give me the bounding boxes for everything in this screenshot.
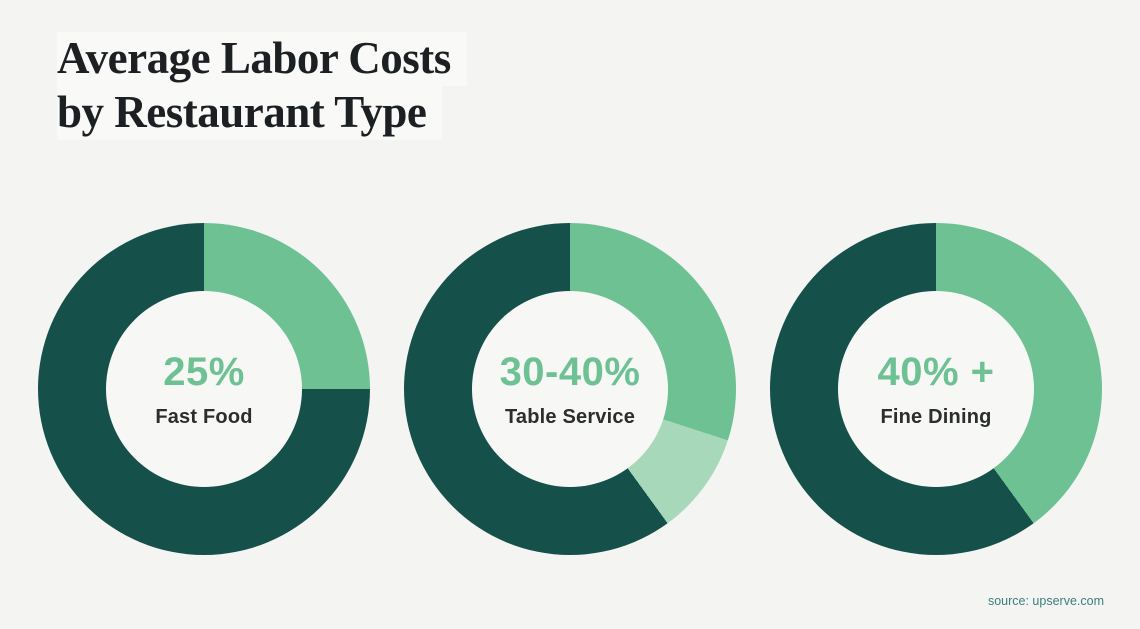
page-title: Average Labor Costs by Restaurant Type	[57, 32, 467, 141]
donut-charts-row: 25% Fast Food 30-40% Table Service 40% +…	[38, 223, 1102, 555]
donut-value: 25%	[163, 349, 245, 394]
donut-chart-table-service: 30-40% Table Service	[404, 223, 736, 555]
page-title-line-1: Average Labor Costs	[57, 32, 467, 87]
donut-hole: 30-40% Table Service	[472, 291, 668, 487]
donut-value: 30-40%	[499, 349, 641, 394]
donut-hole: 40% + Fine Dining	[838, 291, 1034, 487]
donut-label: Fast Food	[155, 405, 253, 428]
donut-label: Fine Dining	[880, 405, 992, 428]
donut-chart-fast-food: 25% Fast Food	[38, 223, 370, 555]
donut-hole: 25% Fast Food	[106, 291, 302, 487]
source-credit: source: upserve.com	[987, 594, 1104, 608]
page-title-line-2: by Restaurant Type	[57, 86, 443, 141]
donut-label: Table Service	[504, 405, 636, 428]
donut-chart-fine-dining: 40% + Fine Dining	[770, 223, 1102, 555]
donut-value: 40% +	[877, 349, 995, 394]
